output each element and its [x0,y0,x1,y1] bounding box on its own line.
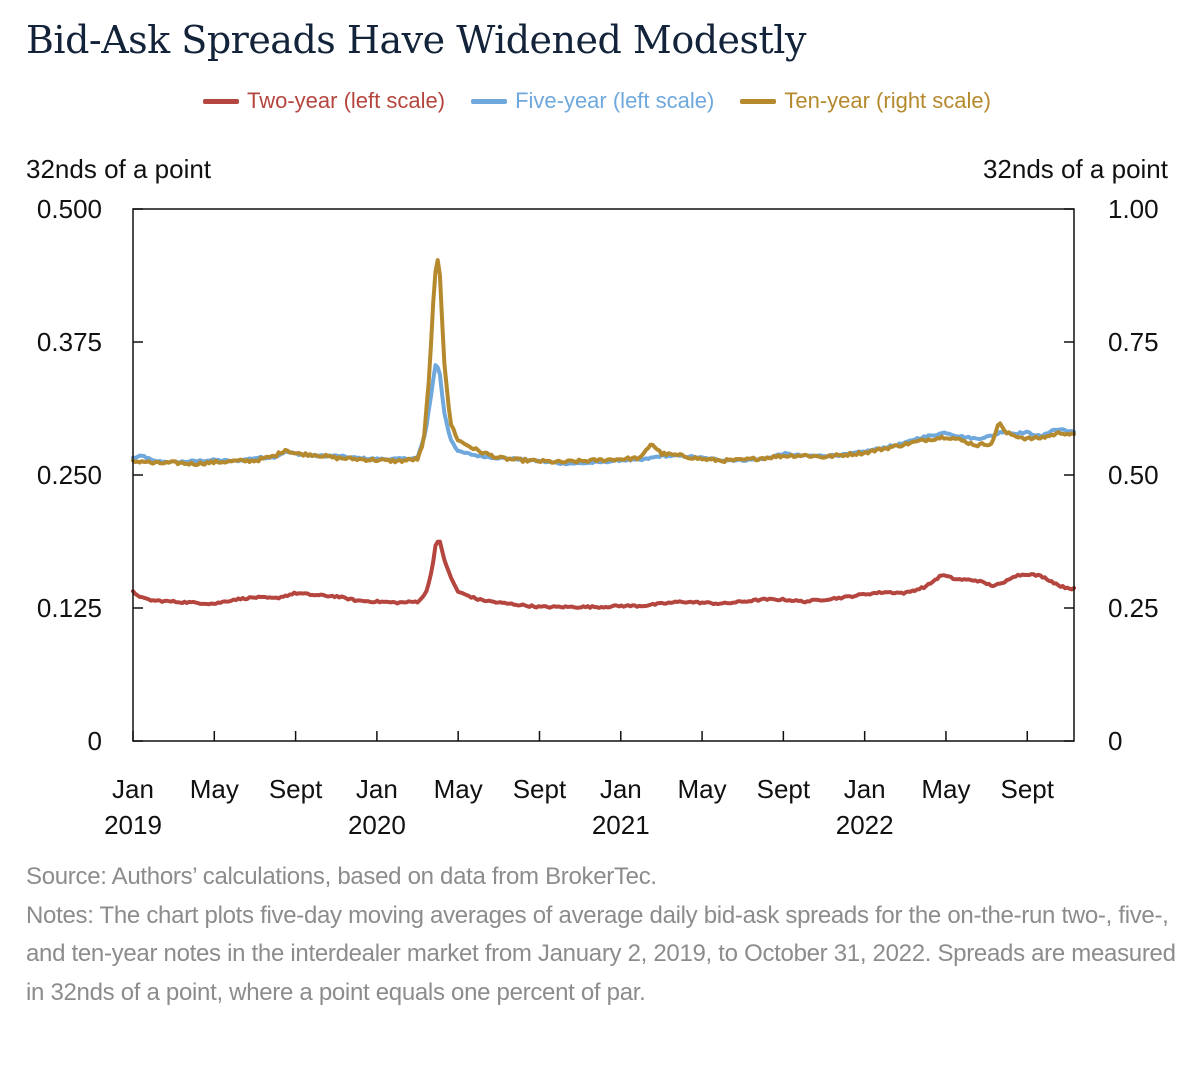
right-y-tick-label: 0.75 [1108,327,1159,357]
x-tick-label: Sept [1001,774,1055,804]
source-text: Source: Authors’ calculations, based on … [26,863,657,890]
x-tick-label: Jan [844,774,886,804]
x-tick-year-label: 2022 [836,810,894,840]
series-line-two-year [131,539,1076,610]
right-y-tick-label: 0.50 [1108,460,1159,490]
legend-label-five-year: Five-year (left scale) [515,88,715,113]
left-y-tick-label: 0 [88,726,102,756]
left-axis-unit-label: 32nds of a point [26,154,212,184]
notes-text: Notes: The chart plots five-day moving a… [26,901,1176,1006]
x-tick-year-label: 2020 [348,810,406,840]
chart-title: Bid-Ask Spreads Have Widened Modestly [26,18,806,62]
legend-label-two-year: Two-year (left scale) [247,88,446,113]
x-tick-label: Sept [269,774,323,804]
right-y-tick-label: 0 [1108,726,1122,756]
left-y-tick-label: 0.500 [37,194,102,224]
line-chart: 0 0 0.125 0.25 0.250 0.50 0.375 0.75 0.500 1.00 Ja… [37,194,1159,840]
chart-notes: Source: Authors’ calculations, based on … [26,858,1176,1012]
legend-swatch-five-year [471,98,508,104]
right-axis-unit-label: 32nds of a point [982,154,1168,184]
x-tick-label: Sept [757,774,811,804]
left-y-tick-label: 0.250 [37,460,102,490]
x-tick-label: May [678,774,727,804]
x-tick-year-label: 2021 [592,810,650,840]
left-y-tick-label: 0.375 [37,327,102,357]
series-line-ten-year [131,258,1076,468]
x-tick-label: Sept [513,774,567,804]
right-y-tick-label: 0.25 [1108,593,1159,623]
right-y-tick-label: 1.00 [1108,194,1159,224]
axis-layer: 0 0 0.125 0.25 0.250 0.50 0.375 0.75 0.500 1.00 Ja… [37,194,1159,840]
plot-frame [132,208,1075,742]
chart-legend: Two-year (left scale) Five-year (left sc… [0,88,1194,114]
legend-swatch-ten-year [740,98,777,104]
series-layer [131,258,1076,610]
x-tick-label: Jan [356,774,398,804]
legend-item-five-year: Five-year (left scale) [471,88,714,114]
x-tick-label: May [434,774,483,804]
legend-item-ten-year: Ten-year (right scale) [740,88,991,114]
left-y-tick-label: 0.125 [37,593,102,623]
series-line-five-year [131,363,1076,467]
x-tick-year-label: 2019 [104,810,162,840]
x-tick-label: Jan [600,774,642,804]
legend-item-two-year: Two-year (left scale) [203,88,445,114]
x-tick-label: Jan [112,774,154,804]
legend-swatch-two-year [203,98,239,104]
x-tick-label: May [921,774,970,804]
legend-label-ten-year: Ten-year (right scale) [784,88,991,113]
x-tick-label: May [190,774,239,804]
